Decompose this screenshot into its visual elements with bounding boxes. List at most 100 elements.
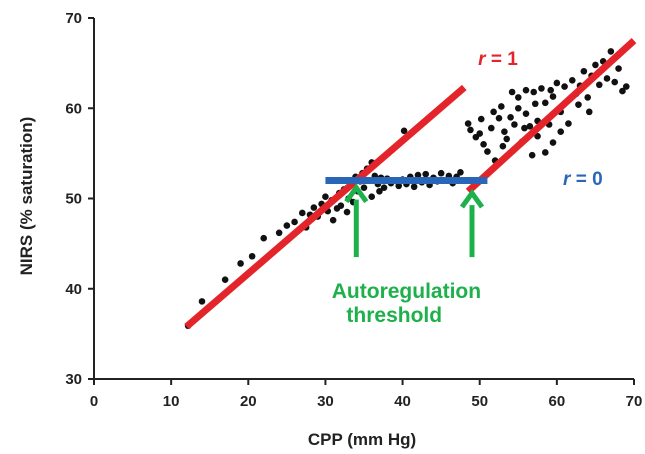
y-tick-label: 40 <box>65 281 82 298</box>
data-point <box>530 88 538 96</box>
data-point <box>585 108 593 116</box>
data-point <box>549 93 557 100</box>
data-point <box>310 204 318 211</box>
data-point <box>538 85 545 92</box>
data-point <box>531 100 539 108</box>
data-point <box>592 61 599 69</box>
data-point <box>595 81 603 89</box>
r1-label: r = 1 <box>478 49 518 70</box>
data-point <box>275 229 283 237</box>
data-point <box>514 104 522 112</box>
data-point <box>360 184 368 191</box>
data-point <box>337 202 345 210</box>
threshold-label-line1: Autoregulation <box>332 280 481 303</box>
y-tick-label: 50 <box>65 191 82 208</box>
data-point <box>484 148 491 155</box>
data-point <box>541 99 549 107</box>
x-tick-label: 30 <box>317 393 334 410</box>
data-point <box>499 142 507 150</box>
data-point <box>501 128 508 136</box>
data-point <box>575 101 582 108</box>
data-point <box>522 110 530 117</box>
data-point <box>534 132 541 140</box>
data-point <box>298 209 306 217</box>
x-tick-label: 70 <box>626 393 643 410</box>
data-point <box>464 120 472 127</box>
data-point <box>565 120 572 127</box>
data-point <box>549 139 557 146</box>
data-point <box>611 78 619 86</box>
x-axis-title: CPP (mm Hg) <box>308 430 416 449</box>
data-point <box>414 171 422 179</box>
x-tick-label: 0 <box>90 393 98 410</box>
x-tick-label: 60 <box>549 393 566 410</box>
data-point <box>329 216 337 224</box>
y-tick-label: 30 <box>65 371 82 388</box>
x-tick-label: 50 <box>471 393 488 410</box>
data-point <box>422 170 430 178</box>
data-point <box>248 252 256 260</box>
data-point <box>541 149 549 156</box>
data-point <box>603 75 611 82</box>
data-point <box>487 124 495 132</box>
data-point <box>395 182 403 190</box>
data-point <box>526 123 534 130</box>
y-axis-title: NIRS (% saturation) <box>17 117 36 276</box>
data-point <box>490 108 497 116</box>
data-point <box>522 86 530 94</box>
data-point <box>437 169 445 177</box>
data-point <box>561 83 568 90</box>
data-point <box>400 127 408 135</box>
data-point <box>457 169 464 176</box>
data-point <box>521 124 528 132</box>
data-point <box>547 86 554 94</box>
regression-line-r1 <box>465 37 637 194</box>
data-point <box>368 193 376 200</box>
r0-label: r = 0 <box>563 169 603 190</box>
data-point <box>511 121 518 128</box>
data-point <box>528 151 536 159</box>
data-point <box>568 76 576 84</box>
data-point <box>237 260 244 267</box>
data-point <box>615 65 622 72</box>
y-tick-label: 70 <box>65 10 82 27</box>
data-point <box>221 276 229 284</box>
x-tick-label: 20 <box>240 393 257 410</box>
threshold-arrow <box>459 188 485 258</box>
data-point <box>580 67 588 75</box>
data-point <box>291 218 298 226</box>
axes: 0 10 20 30 40 50 60 70 30 40 50 60 70 <box>65 10 642 410</box>
data-point <box>584 94 592 101</box>
data-point <box>508 88 516 96</box>
data-point <box>476 130 484 137</box>
data-point <box>467 126 474 134</box>
data-point <box>260 234 268 242</box>
threshold-label-line2: threshold <box>346 304 442 327</box>
data-point <box>495 114 503 122</box>
x-tick-label: 40 <box>394 393 411 410</box>
data-point <box>619 87 626 95</box>
threshold-arrow <box>344 183 369 258</box>
data-point <box>498 103 505 110</box>
x-tick-label: 10 <box>163 393 180 410</box>
data-point <box>480 141 487 148</box>
data-point <box>343 208 351 216</box>
data-point <box>557 128 565 136</box>
data-point <box>380 184 388 191</box>
data-point <box>198 298 206 305</box>
data-point <box>607 48 615 55</box>
data-point <box>283 222 291 229</box>
data-point <box>410 183 418 191</box>
regression-line-r1 <box>184 84 467 330</box>
data-point <box>514 94 522 101</box>
y-tick-label: 60 <box>65 100 82 117</box>
data-point <box>553 79 561 87</box>
data-point <box>622 83 630 90</box>
data-point <box>477 115 485 123</box>
data-point <box>503 135 511 143</box>
data-point <box>507 113 514 121</box>
data-point <box>322 193 329 200</box>
data-point <box>376 187 383 195</box>
